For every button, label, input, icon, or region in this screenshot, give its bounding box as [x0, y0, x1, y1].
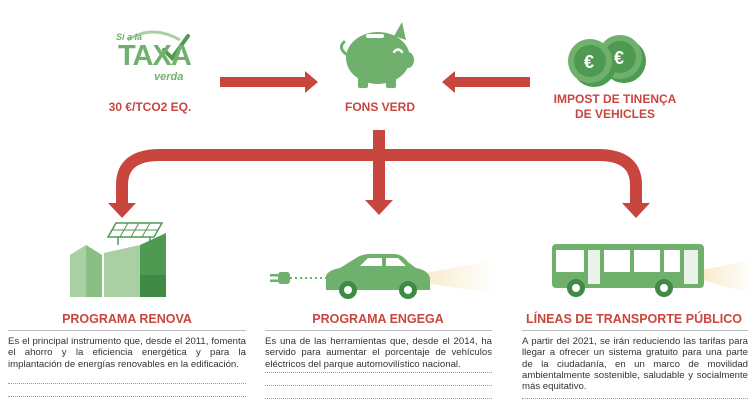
- coin-symbol-front: €: [584, 52, 594, 72]
- program-title-transport: LÍNEAS DE TRANSPORTE PÚBLICO: [526, 312, 742, 326]
- divider-renova: [8, 330, 246, 331]
- logo-bottom-text: verda: [154, 71, 184, 83]
- solar-panel-icon: [106, 222, 164, 245]
- dotted-separator-renova-2: [8, 396, 246, 397]
- dotted-separator-transport: [522, 398, 748, 399]
- arrow-left-to-center: [220, 71, 318, 93]
- program-description-engega: Es una de las herramientas que, desde el…: [265, 336, 492, 370]
- program-description-transport: A partir del 2021, se irán reduciendo la…: [522, 336, 748, 393]
- electric-car-icon: [270, 254, 495, 299]
- headlight-beam: [420, 260, 495, 294]
- distribution-stem: [373, 130, 385, 200]
- bus-headlight-beam: [702, 260, 752, 294]
- dotted-separator-renova-1: [8, 383, 246, 384]
- taxa-verda-logo: Sí a la TAXA verda: [112, 30, 192, 90]
- bus-icon: [552, 244, 752, 297]
- program-description-renova: Es el principal instrumento que, desde e…: [8, 336, 246, 370]
- divider-engega: [265, 330, 492, 331]
- plug-icon: [270, 272, 326, 284]
- logo-checkmark-icon: [127, 30, 190, 62]
- dotted-separator-engega-1: [265, 372, 492, 373]
- arrow-right-to-center: [442, 71, 530, 93]
- arrowhead-transport: [622, 203, 650, 218]
- logo-top-text: Sí a la: [116, 32, 143, 42]
- source-label-taxa: 30 €/TCO2 EQ.: [108, 100, 192, 114]
- divider-transport: [522, 330, 748, 331]
- dotted-separator-engega-3: [265, 398, 492, 399]
- arrowhead-engega: [365, 200, 393, 215]
- program-title-engega: PROGRAMA ENGEGA: [312, 312, 444, 326]
- logo-main-text: TAXA: [118, 40, 192, 72]
- source-label-impost-line1: IMPOST DE TINENÇA: [553, 92, 677, 106]
- source-label-impost-line2: DE VEHICLES: [574, 107, 655, 121]
- solar-buildings-icon: [70, 222, 166, 297]
- coin-symbol-back: €: [614, 48, 624, 68]
- dotted-separator-engega-2: [265, 385, 492, 386]
- piggy-bank-icon: [339, 22, 414, 88]
- source-label-fons-verd: FONS VERD: [344, 100, 415, 114]
- arrowhead-renova: [108, 203, 136, 218]
- program-title-renova: PROGRAMA RENOVA: [62, 312, 192, 326]
- euro-coins-icon: € €: [568, 35, 646, 87]
- source-label-impost: IMPOST DE TINENÇA DE VEHICLES: [540, 92, 690, 122]
